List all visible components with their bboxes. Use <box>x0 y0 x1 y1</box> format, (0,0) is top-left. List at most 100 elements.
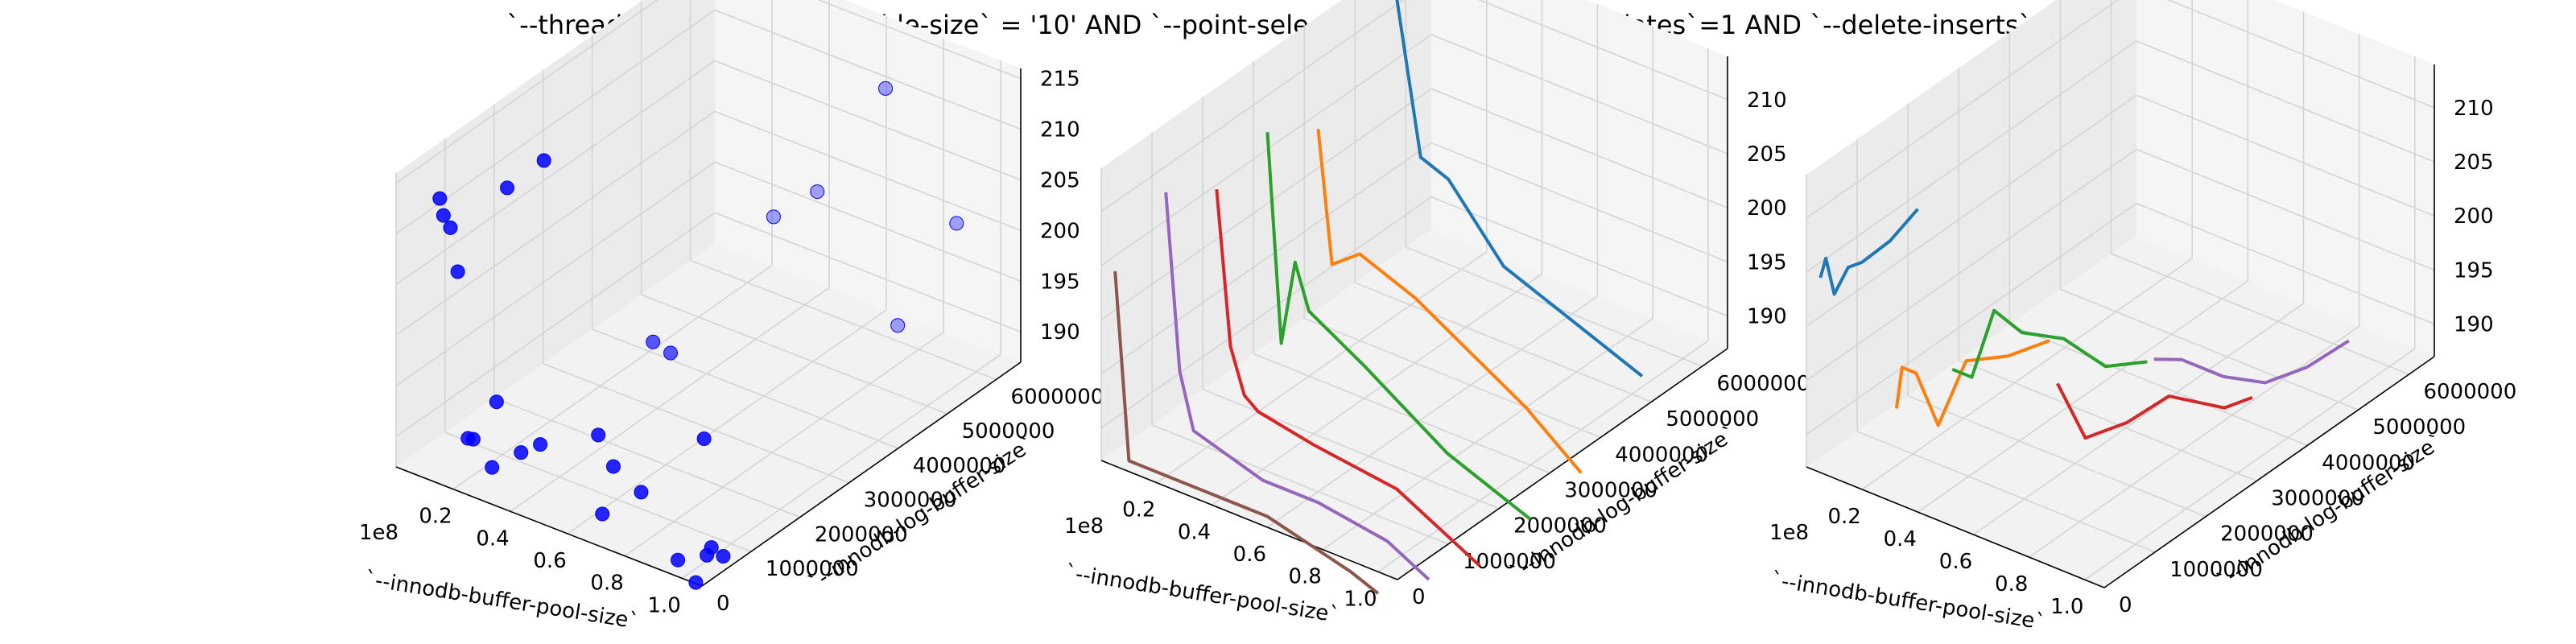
scatter-point <box>766 209 781 225</box>
y-tick-label: 3000000 <box>864 489 957 513</box>
x-tick-label: 0.4 <box>1884 527 1917 551</box>
gridline-z <box>1430 196 1728 317</box>
series-line-2 <box>1316 129 1583 474</box>
gridline-z <box>1430 34 1728 155</box>
x-offset-label: 1e8 <box>1064 514 1104 539</box>
x-axis-line <box>1806 466 2105 588</box>
scatter-point <box>663 345 679 361</box>
y-tick-label: 0 <box>716 592 730 616</box>
z-tick-label: 210 <box>1747 89 1787 113</box>
gridline-x <box>681 353 1001 579</box>
scatter-point <box>716 549 731 564</box>
z-tick-label: 200 <box>2454 204 2494 229</box>
series-line-1 <box>1818 208 1919 296</box>
z-tick-label: 195 <box>1040 270 1080 294</box>
x-tick-label: 0.6 <box>1233 543 1266 567</box>
gridline-z <box>1806 203 2137 436</box>
x-tick-label: 0.6 <box>533 549 566 573</box>
series-line-3 <box>1265 131 1532 521</box>
series-line-6 <box>1113 270 1380 595</box>
gridline-y <box>2060 288 2359 411</box>
scatter-point <box>688 575 704 590</box>
gridline-z <box>1100 196 1432 429</box>
gridline-z <box>1430 88 1728 208</box>
scatter-point <box>436 208 451 223</box>
scatter-point <box>878 80 894 96</box>
gridline-x <box>1973 303 2304 535</box>
z-tick-label: 210 <box>2454 97 2494 121</box>
gridline-x <box>1917 280 2248 513</box>
y-tick-label: 2000000 <box>2220 522 2314 547</box>
scatter-point <box>443 220 458 235</box>
gridline-z <box>2136 148 2435 271</box>
gridline-z <box>1806 40 2137 273</box>
y-tick-label: 0 <box>1412 585 1426 609</box>
scatter-point <box>489 394 504 410</box>
gridline-x <box>510 287 830 512</box>
x-tick-label: 1.0 <box>647 593 680 617</box>
gridline-z <box>2136 40 2435 163</box>
scatter-point <box>810 184 825 200</box>
gridline-z <box>395 60 716 286</box>
gridline-y <box>592 328 898 449</box>
y-tick-label: 1000000 <box>1463 550 1556 574</box>
gridline-y <box>543 362 850 484</box>
z-tick-label: 190 <box>1040 320 1080 345</box>
gridline-z <box>1100 34 1432 266</box>
y-tick-label: 3000000 <box>2271 487 2364 511</box>
gridline-x <box>452 265 773 490</box>
gridline-x <box>1266 295 1598 528</box>
series-line-5 <box>1164 192 1430 581</box>
x-tick-label: 1.0 <box>1344 587 1377 611</box>
scatter-point <box>514 445 529 460</box>
x-offset-label: 1e8 <box>1769 521 1809 545</box>
x-tick-label: 0.4 <box>1178 520 1211 544</box>
y-tick-label: 1000000 <box>2169 558 2263 582</box>
gridline-y <box>1151 424 1449 545</box>
y-axis-line <box>701 361 1022 587</box>
scatter-point <box>646 334 661 349</box>
gridline-z <box>395 9 716 235</box>
series-line-4 <box>1215 188 1481 568</box>
z-tick-label: 195 <box>2454 258 2494 283</box>
gridline-x <box>1322 317 1653 551</box>
gridline-z <box>1478 0 1728 101</box>
scatter-point <box>634 485 649 500</box>
gridline-z <box>2136 94 2435 217</box>
y-tick-label: 1000000 <box>766 557 859 581</box>
floor-pane <box>1101 229 1728 580</box>
gridline-z <box>1806 94 2137 327</box>
scatter-point <box>485 460 500 475</box>
scatter-point <box>536 153 551 168</box>
y-axis-line <box>2103 356 2435 588</box>
gridline-y <box>493 397 801 518</box>
gridline-z <box>2136 202 2435 325</box>
z-tick-label: 190 <box>2454 313 2494 337</box>
gridline-y <box>2009 324 2308 447</box>
x-tick-label: 0.6 <box>1939 550 1972 574</box>
gridline-x <box>2084 348 2416 580</box>
gridline-x <box>1212 273 1543 506</box>
y-tick-label: 5000000 <box>1666 407 1759 431</box>
back-pane <box>2136 0 2434 357</box>
z-tick-label: 195 <box>1747 250 1787 275</box>
gridline-z <box>714 110 1022 232</box>
gridline-y <box>1907 394 2207 518</box>
gridline-y <box>1202 388 1500 510</box>
scatter-point <box>595 506 610 522</box>
panel-scatter: 0.2 0.4 0.6 0.8 1.0 0 1000000 2000000 3000000 400… <box>359 0 1104 634</box>
y-tick-label: 6000000 <box>1716 372 1810 396</box>
left-pane <box>1101 0 1431 460</box>
gridline-x <box>567 309 887 535</box>
x-tick-label: 0.2 <box>419 505 452 529</box>
y-tick-label: 5000000 <box>962 419 1055 444</box>
gridline-y <box>690 259 997 381</box>
y-tick-label: 6000000 <box>1011 385 1104 409</box>
scatter-point <box>533 437 548 452</box>
gridline-z <box>1100 142 1432 375</box>
y-tick-label: 4000000 <box>913 454 1006 478</box>
z-tick-label: 190 <box>1747 305 1787 329</box>
scatter-point <box>500 180 515 196</box>
gridline-y <box>1958 359 2257 482</box>
